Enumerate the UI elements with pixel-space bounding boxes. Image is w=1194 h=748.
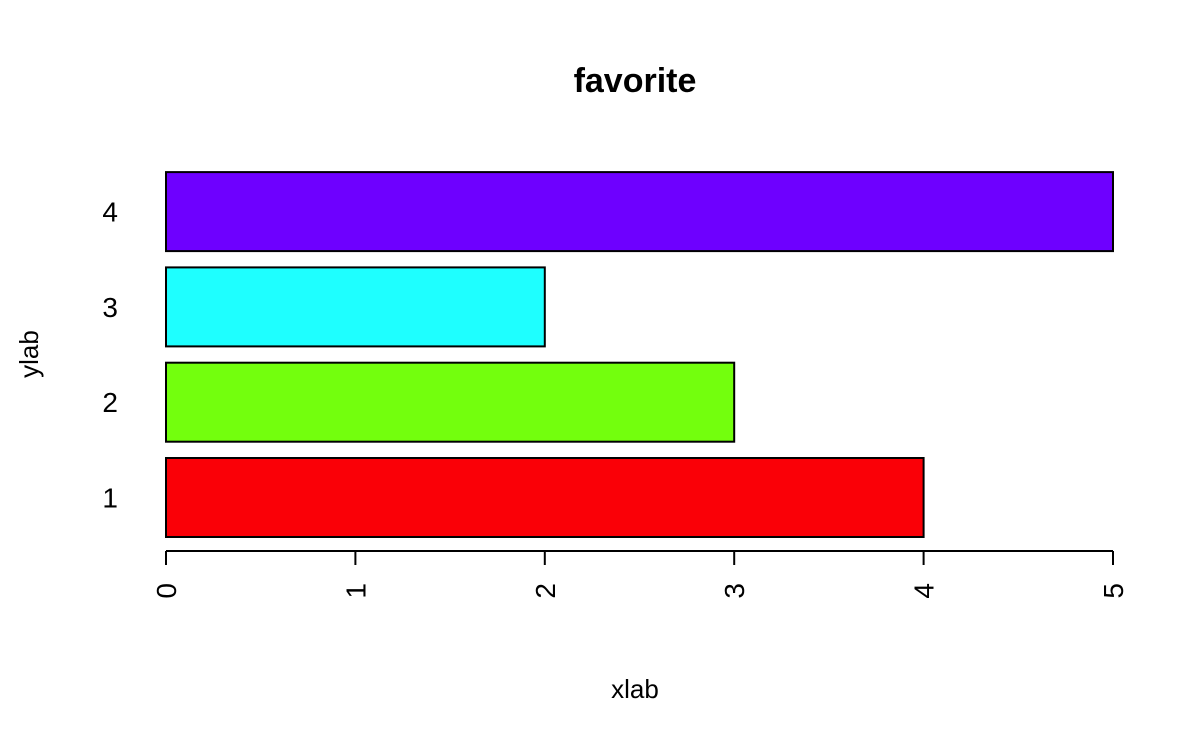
x-tick-label: 5: [1098, 583, 1129, 599]
x-tick-label: 1: [340, 583, 371, 599]
y-tick-label: 4: [102, 197, 118, 228]
x-tick-label: 2: [530, 583, 561, 599]
y-tick-label: 2: [102, 387, 118, 418]
bar-3: [165, 266, 546, 348]
x-tick-label: 3: [719, 583, 750, 599]
x-tick-label: 4: [909, 583, 940, 599]
bar-4: [165, 171, 1114, 253]
chart-title: favorite: [574, 62, 697, 100]
bars-group: [165, 171, 1114, 538]
x-axis-label: xlab: [611, 674, 659, 704]
y-tick-labels: 1 2 3 4: [102, 197, 118, 514]
y-tick-label: 1: [102, 483, 118, 514]
x-tick-label: 0: [151, 583, 182, 599]
bar-2: [165, 361, 736, 443]
x-axis: 0 1 2 3 4 5: [151, 550, 1129, 599]
bar-1: [165, 457, 925, 538]
y-tick-label: 3: [102, 292, 118, 323]
y-axis-label: ylab: [14, 330, 44, 378]
